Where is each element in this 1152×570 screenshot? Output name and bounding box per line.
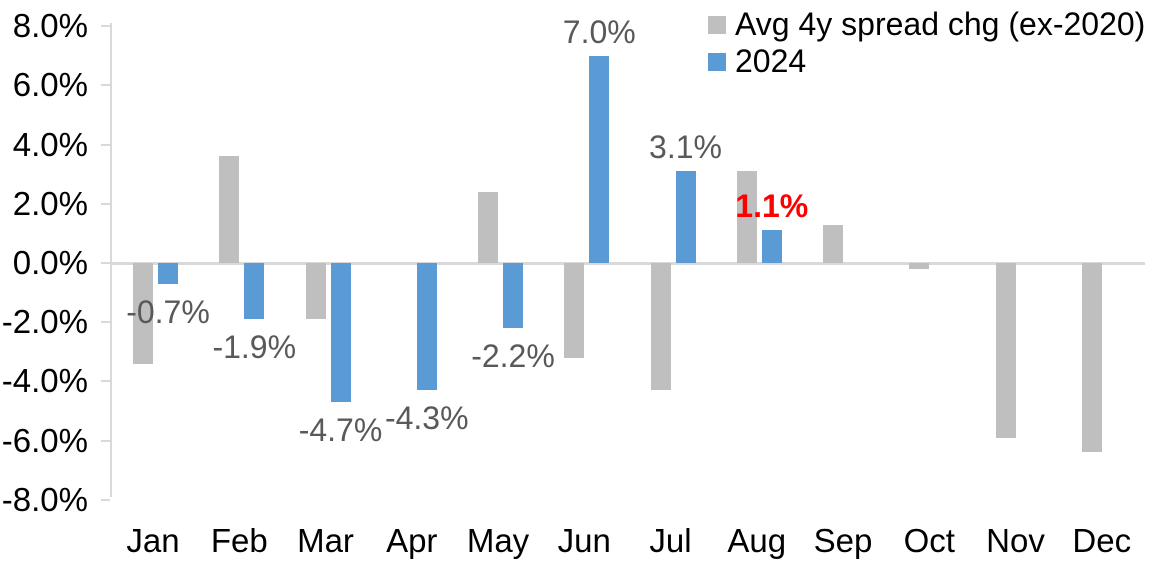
x-label-nov: Nov	[986, 522, 1045, 559]
y-axis-label: 2.0%	[12, 184, 88, 222]
x-label-aug: Aug	[727, 522, 787, 559]
bar-avg4y-jun	[564, 263, 585, 358]
x-label-feb: Feb	[210, 522, 268, 559]
y-axis-label: -6.0%	[1, 421, 88, 459]
data-label-mar: -4.7%	[298, 412, 383, 449]
bar-2024-apr	[416, 263, 437, 391]
legend-swatch-blue	[708, 52, 726, 71]
x-label-oct: Oct	[903, 522, 955, 559]
y-axis-line	[110, 23, 112, 497]
legend-item-avg-4y-spread: Avg 4y spread chg (ex-2020)	[708, 6, 1145, 43]
bar-avg4y-sep	[823, 224, 843, 263]
bar-avg4y-mar	[305, 263, 326, 320]
bar-2024-aug	[761, 230, 782, 263]
y-axis-label: 0.0%	[12, 244, 88, 281]
data-label-apr: -4.3%	[384, 400, 469, 437]
x-label-jul: Jul	[649, 522, 692, 559]
x-label-dec: Dec	[1072, 522, 1132, 559]
data-label-feb: -1.9%	[212, 329, 297, 366]
bar-avg4y-jul	[650, 263, 671, 391]
data-label-aug: 1.1%	[735, 188, 809, 225]
y-axis-tick	[101, 84, 110, 87]
data-label-may: -2.2%	[471, 338, 555, 375]
bar-avg4y-jan	[133, 263, 153, 364]
x-label-may: May	[466, 522, 530, 559]
legend-label-2024: 2024	[735, 43, 807, 79]
bar-2024-jul	[675, 171, 696, 263]
bar-avg4y-aug	[736, 171, 757, 263]
y-axis-tick	[101, 380, 110, 383]
bar-avg4y-nov	[995, 263, 1016, 438]
y-axis-label: 8.0%	[12, 7, 88, 45]
bar-avg4y-may	[478, 191, 498, 263]
y-axis-label: -2.0%	[1, 303, 88, 341]
y-axis-label: 4.0%	[12, 125, 88, 163]
y-axis-label: -8.0%	[1, 480, 88, 518]
bar-2024-jun	[589, 55, 610, 263]
bar-avg4y-oct	[909, 263, 930, 269]
legend-swatch-gray	[708, 15, 726, 34]
y-axis-tick	[101, 321, 110, 324]
bar-avg4y-feb	[219, 156, 240, 263]
y-axis-label: 6.0%	[12, 66, 88, 104]
y-axis-label: -4.0%	[1, 362, 88, 400]
x-label-apr: Apr	[386, 522, 438, 559]
data-label-jul: 3.1%	[649, 129, 722, 166]
y-axis-tick	[101, 498, 110, 501]
x-label-jan: Jan	[126, 522, 180, 559]
bar-2024-feb	[244, 263, 265, 320]
legend-item-2024: 2024	[708, 43, 1145, 80]
bar-2024-jan	[158, 263, 178, 284]
y-axis-tick	[101, 439, 110, 442]
bar-2024-may	[503, 263, 523, 329]
data-label-jan: -0.7%	[126, 293, 210, 330]
x-axis-line	[110, 262, 1145, 265]
chart-legend: Avg 4y spread chg (ex-2020) 2024	[708, 6, 1145, 80]
y-axis-tick	[101, 25, 110, 28]
y-axis-tick	[101, 202, 110, 205]
bar-2024-mar	[330, 263, 351, 403]
legend-label-avg-4y-spread: Avg 4y spread chg (ex-2020)	[735, 6, 1146, 42]
bar-avg4y-dec	[1081, 263, 1102, 453]
data-label-jun: 7.0%	[562, 13, 636, 50]
x-label-sep: Sep	[813, 522, 873, 559]
x-label-jun: Jun	[557, 522, 611, 559]
y-axis-tick	[101, 262, 110, 264]
x-label-mar: Mar	[297, 522, 354, 559]
y-axis-tick	[101, 143, 110, 146]
